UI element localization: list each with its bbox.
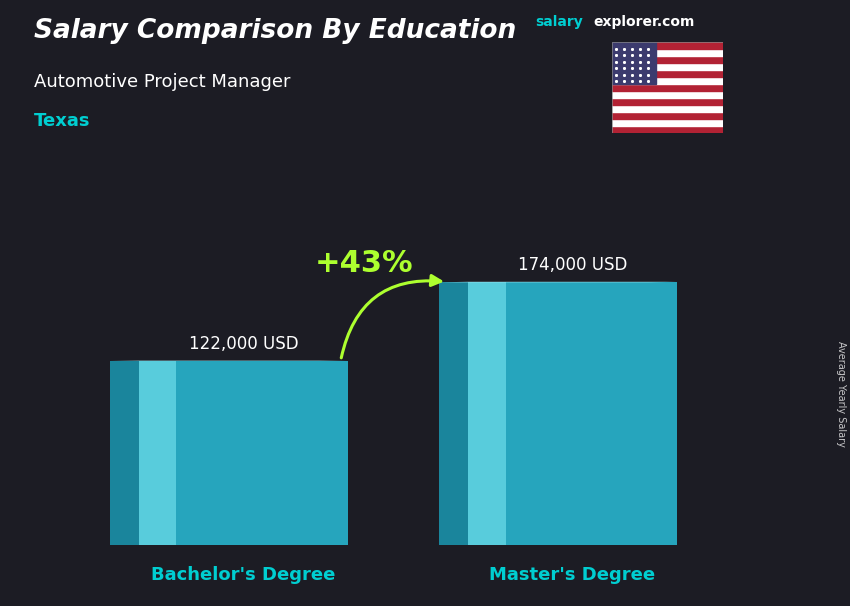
Polygon shape (468, 282, 506, 545)
Bar (612, 105, 722, 112)
Text: Salary Comparison By Education: Salary Comparison By Education (34, 18, 516, 44)
Bar (612, 56, 722, 64)
Bar (612, 78, 722, 84)
Polygon shape (110, 361, 139, 545)
Bar (612, 112, 722, 119)
Text: +43%: +43% (314, 249, 413, 278)
Text: explorer.com: explorer.com (593, 15, 694, 29)
Polygon shape (139, 361, 348, 545)
Bar (612, 126, 722, 133)
Text: Texas: Texas (34, 112, 90, 130)
Text: Average Yearly Salary: Average Yearly Salary (836, 341, 846, 447)
Text: Automotive Project Manager: Automotive Project Manager (34, 73, 291, 91)
Polygon shape (439, 282, 468, 545)
Polygon shape (468, 282, 677, 545)
Bar (612, 70, 722, 78)
Bar (612, 98, 722, 105)
Bar (612, 42, 722, 50)
Bar (612, 64, 722, 70)
Text: 174,000 USD: 174,000 USD (518, 256, 627, 274)
Text: salary: salary (536, 15, 583, 29)
Bar (612, 50, 722, 56)
Text: 122,000 USD: 122,000 USD (189, 335, 298, 353)
Bar (612, 42, 656, 84)
Polygon shape (139, 361, 177, 545)
Bar (612, 119, 722, 126)
Bar (612, 84, 722, 92)
Bar (612, 92, 722, 98)
